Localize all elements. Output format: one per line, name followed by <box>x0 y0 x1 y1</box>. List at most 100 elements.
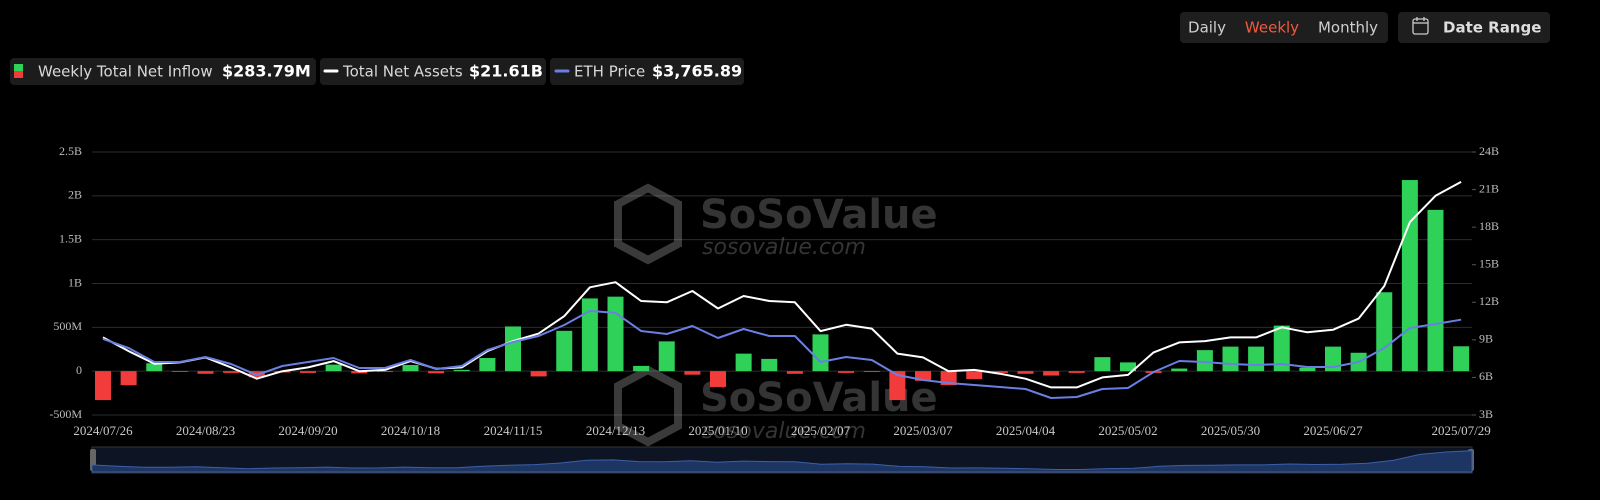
x-tick-label: 2025/02/07 <box>791 423 851 438</box>
bar <box>300 371 316 373</box>
bar <box>991 371 1008 373</box>
y2-tick-label: 21B <box>1479 181 1499 195</box>
x-tick-label: 2025/01/10 <box>688 423 747 438</box>
bar <box>966 371 983 380</box>
bar <box>556 330 573 372</box>
bar <box>915 371 931 381</box>
watermark-logo <box>614 183 682 265</box>
bar <box>1068 371 1085 373</box>
y-tick-label: 2B <box>68 188 82 202</box>
y2-tick-label: 6B <box>1479 369 1493 383</box>
bar <box>1120 362 1136 372</box>
watermark-site: sosovalue.com <box>702 419 866 444</box>
bar <box>889 371 906 401</box>
bar <box>684 371 701 375</box>
x-tick-label: 2024/12/13 <box>586 423 645 438</box>
bar <box>761 358 778 372</box>
bar <box>863 371 880 373</box>
line <box>102 309 1462 399</box>
bar <box>1427 209 1444 372</box>
legend-pill <box>320 58 546 85</box>
bar <box>1196 350 1213 372</box>
bar <box>479 358 496 372</box>
x-tick-label: 2025/05/02 <box>1098 423 1157 438</box>
legend-value: $283.79M <box>222 62 311 81</box>
bar <box>428 371 445 374</box>
navigator-area <box>91 450 1473 473</box>
watermark-brand: SoSoValue <box>700 192 938 238</box>
bar <box>633 365 650 372</box>
line <box>102 181 1462 389</box>
bar <box>1222 346 1239 372</box>
legend-label[interactable]: ETH Price <box>574 63 645 81</box>
y2-tick-label: 24B <box>1479 144 1499 158</box>
bar <box>710 371 726 387</box>
bar <box>786 371 803 374</box>
legend-label[interactable]: Weekly Total Net Inflow <box>38 63 213 81</box>
bar <box>838 371 855 373</box>
y2-tick-label: 9B <box>1479 332 1493 346</box>
legend-value: $21.61B <box>469 62 543 81</box>
bar <box>505 326 521 372</box>
bar <box>120 371 137 386</box>
y-tick-label: 1B <box>68 275 82 289</box>
legend-swatch <box>14 64 23 71</box>
legend-label[interactable]: Total Net Assets <box>342 63 463 81</box>
bar <box>1273 325 1290 372</box>
bar <box>1325 346 1341 372</box>
y2-tick-label: 12B <box>1479 294 1499 308</box>
x-tick-label: 2024/09/20 <box>278 423 337 438</box>
y2-tick-label: 3B <box>1479 407 1493 421</box>
x-tick-label: 2025/03/07 <box>893 423 953 438</box>
x-tick-label: 2024/07/26 <box>73 423 133 438</box>
y-tick-label: 1.5B <box>59 231 82 245</box>
y2-tick-label: 18B <box>1479 219 1499 233</box>
bar <box>351 371 368 374</box>
bar <box>1043 371 1060 376</box>
bar <box>325 364 342 372</box>
bar <box>607 296 624 372</box>
calendar-icon <box>1412 17 1429 35</box>
x-tick-label: 2024/11/15 <box>484 423 543 438</box>
bar <box>223 371 240 373</box>
y-tick-label: 500M <box>53 319 82 333</box>
tab[interactable]: Weekly <box>1245 19 1299 37</box>
bar <box>658 341 675 372</box>
bar <box>95 371 111 401</box>
bar <box>453 369 470 372</box>
bar <box>735 353 752 372</box>
y-tick-label: -500M <box>49 407 82 421</box>
date-range-label[interactable]: Date Range <box>1443 19 1541 37</box>
watermark-logo <box>614 365 682 447</box>
y-tick-label: 0 <box>76 363 82 377</box>
bar <box>1017 371 1034 374</box>
legend-swatch <box>14 71 23 78</box>
x-tick-label: 2024/08/23 <box>176 423 235 438</box>
y2-tick-label: 15B <box>1479 256 1499 270</box>
x-tick-label: 2025/06/27 <box>1303 423 1363 438</box>
watermark-site: sosovalue.com <box>702 235 866 260</box>
bar <box>1094 357 1111 372</box>
tab[interactable]: Daily <box>1188 19 1226 37</box>
watermark: SoSoValue sosovalue.com SoSoValue sosova… <box>614 183 938 447</box>
x-tick-label: 2025/07/29 <box>1432 423 1491 438</box>
tab-group <box>1180 12 1388 43</box>
y-tick-label: 2.5B <box>59 144 82 158</box>
bar <box>581 298 598 372</box>
bar <box>197 371 214 374</box>
bar <box>1376 292 1393 372</box>
bar <box>146 363 163 372</box>
bar <box>812 334 829 372</box>
tab[interactable]: Monthly <box>1318 19 1378 37</box>
bar <box>1453 346 1470 372</box>
date-range-button[interactable] <box>1398 12 1550 43</box>
bar <box>1171 368 1188 372</box>
bar <box>530 371 547 377</box>
bar <box>1248 346 1265 372</box>
x-tick-label: 2024/10/18 <box>381 423 440 438</box>
bar <box>171 371 188 372</box>
bar <box>376 371 393 373</box>
grid <box>92 151 1472 416</box>
